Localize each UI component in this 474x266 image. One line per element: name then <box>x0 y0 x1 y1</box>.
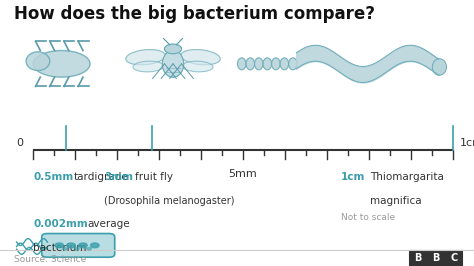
Text: 0.002mm: 0.002mm <box>33 219 88 230</box>
Text: B: B <box>414 253 421 263</box>
Ellipse shape <box>280 58 289 70</box>
Text: (Drosophila melanogaster): (Drosophila melanogaster) <box>104 196 235 206</box>
Text: fruit fly: fruit fly <box>135 172 173 182</box>
FancyBboxPatch shape <box>42 234 115 257</box>
Ellipse shape <box>289 58 297 70</box>
Text: average: average <box>88 219 130 230</box>
Ellipse shape <box>162 51 183 77</box>
FancyBboxPatch shape <box>446 251 462 265</box>
Text: C: C <box>450 253 457 263</box>
Text: How does the big bacterium compare?: How does the big bacterium compare? <box>14 5 375 23</box>
Circle shape <box>74 247 79 250</box>
Ellipse shape <box>181 49 220 65</box>
Text: Not to scale: Not to scale <box>341 213 395 222</box>
Ellipse shape <box>182 61 213 72</box>
Text: magnifica: magnifica <box>370 196 421 206</box>
Ellipse shape <box>33 51 90 77</box>
Ellipse shape <box>432 59 447 75</box>
Text: bacterium: bacterium <box>33 243 87 253</box>
Text: 0: 0 <box>17 138 24 148</box>
Circle shape <box>63 247 67 250</box>
Text: 1cm: 1cm <box>341 172 365 182</box>
Text: 0.5mm: 0.5mm <box>33 172 73 182</box>
Circle shape <box>164 44 182 54</box>
Text: Thiomargarita: Thiomargarita <box>370 172 444 182</box>
Text: Source: Science: Source: Science <box>14 255 86 264</box>
Ellipse shape <box>133 61 164 72</box>
Ellipse shape <box>272 58 280 70</box>
FancyBboxPatch shape <box>410 251 426 265</box>
Text: 1cm: 1cm <box>460 138 474 148</box>
Ellipse shape <box>126 49 165 65</box>
Text: tardigrade: tardigrade <box>73 172 128 182</box>
Ellipse shape <box>26 52 50 70</box>
Ellipse shape <box>237 58 246 70</box>
Text: 5mm: 5mm <box>228 169 257 179</box>
Circle shape <box>91 243 99 248</box>
Text: 3mm: 3mm <box>104 172 133 182</box>
FancyBboxPatch shape <box>428 251 444 265</box>
Circle shape <box>87 247 91 250</box>
Text: B: B <box>432 253 439 263</box>
Circle shape <box>79 243 87 248</box>
Circle shape <box>55 243 64 248</box>
Circle shape <box>67 243 75 248</box>
Ellipse shape <box>162 51 183 77</box>
Ellipse shape <box>255 58 263 70</box>
Ellipse shape <box>263 58 272 70</box>
Ellipse shape <box>246 58 255 70</box>
